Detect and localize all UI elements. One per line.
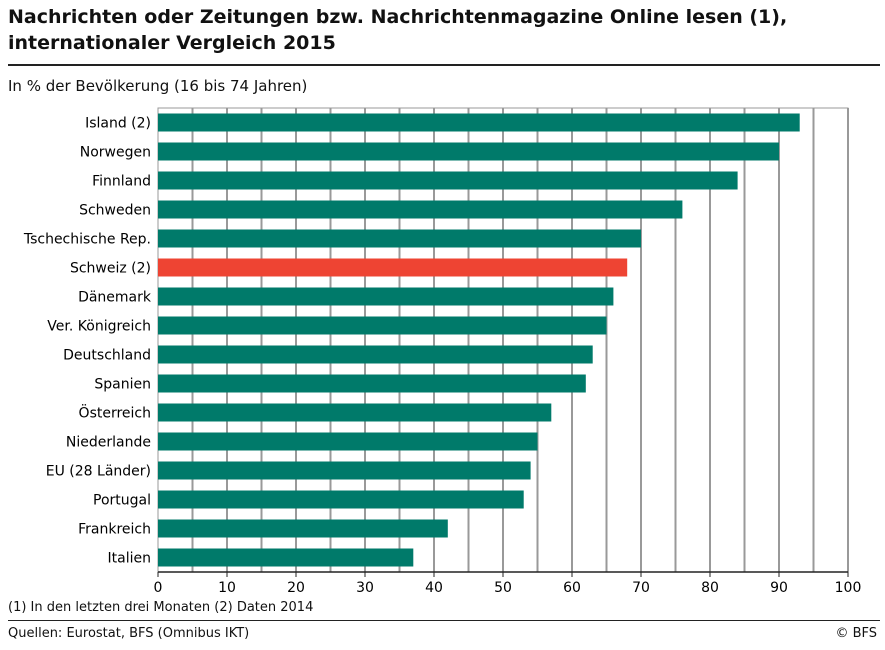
category-label: Island (2) (85, 116, 151, 132)
x-tick-label: 80 (701, 580, 719, 596)
footer-rule (8, 620, 880, 621)
bar (158, 432, 538, 451)
bar (158, 461, 531, 480)
bar (158, 229, 641, 248)
copyright: © BFS (835, 626, 877, 641)
category-label: EU (28 Länder) (46, 464, 151, 480)
chart-title: Nachrichten oder Zeitungen bzw. Nachrich… (8, 6, 788, 54)
bar (158, 171, 738, 190)
x-tick-label: 50 (494, 580, 512, 596)
bar (158, 113, 800, 132)
x-tick-label: 40 (425, 580, 443, 596)
x-tick-label: 10 (218, 580, 236, 596)
category-label: Spanien (94, 377, 151, 393)
bar (158, 345, 593, 364)
source: Quellen: Eurostat, BFS (Omnibus IKT) (8, 626, 250, 641)
bar (158, 142, 779, 161)
x-tick-label: 70 (632, 580, 650, 596)
bar (158, 374, 586, 393)
category-label: Deutschland (63, 348, 151, 364)
x-tick-label: 60 (563, 580, 581, 596)
title-rule (8, 64, 880, 66)
bar (158, 548, 414, 567)
category-label: Dänemark (78, 290, 152, 306)
category-label: Österreich (79, 404, 151, 422)
footnote: (1) In den letzten drei Monaten (2) Date… (8, 600, 314, 615)
x-tick-label: 30 (356, 580, 374, 596)
bar (158, 403, 552, 422)
bar (158, 200, 683, 219)
category-label: Norwegen (80, 145, 151, 161)
category-label: Tschechische Rep. (23, 232, 151, 248)
category-label: Italien (108, 551, 151, 567)
x-tick-label: 0 (154, 580, 163, 596)
category-label: Niederlande (66, 435, 151, 451)
category-label: Frankreich (78, 522, 151, 538)
x-tick-label: 100 (835, 580, 862, 596)
bar (158, 490, 524, 509)
category-label: Finnland (92, 174, 151, 190)
x-tick-label: 90 (770, 580, 788, 596)
bar (158, 519, 448, 538)
category-label: Schweden (79, 203, 151, 219)
bar (158, 258, 628, 277)
category-label: Portugal (93, 493, 151, 509)
category-label: Schweiz (2) (70, 261, 151, 277)
bar (158, 287, 614, 306)
chart-subtitle: In % der Bevölkerung (16 bis 74 Jahren) (8, 77, 308, 95)
bar (158, 316, 607, 335)
category-label: Ver. Königreich (47, 319, 151, 335)
x-tick-label: 20 (287, 580, 305, 596)
